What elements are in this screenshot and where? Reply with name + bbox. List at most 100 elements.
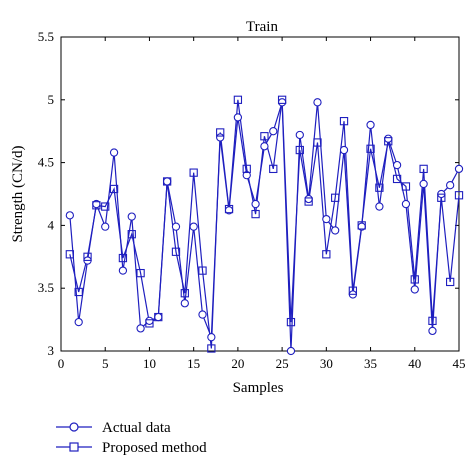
actual-data-point [322,214,331,224]
proposed-method-point [242,164,251,174]
proposed-method-point [101,202,110,211]
legend-label-actual: Actual data [102,420,171,436]
actual-data-point [401,199,411,209]
actual-data-point [189,222,198,231]
proposed-method-point [410,275,419,284]
actual-data-point [180,299,189,308]
legend-marker-circle [69,422,79,432]
proposed-method-point [419,164,428,174]
actual-data-point [269,127,278,136]
actual-data-point [428,326,437,336]
legend-marker-square [69,442,79,452]
actual-data-point [286,346,296,356]
proposed-method-point [437,193,446,202]
x-tick-label: 45 [453,356,466,371]
proposed-method-point [171,247,181,256]
actual-data-point [260,142,269,151]
proposed-method-point [366,144,375,153]
proposed-method-point [322,250,331,259]
actual-data-point [109,148,119,157]
actual-data-point [171,222,181,231]
proposed-method-point [295,145,304,155]
proposed-method-point [277,95,287,104]
actual-data-point [65,211,74,220]
actual-data-point [331,226,340,235]
y-tick-label: 3.5 [38,280,54,295]
proposed-method-point [207,344,216,353]
y-tick-label: 5 [48,92,55,107]
actual-data-point [419,179,428,189]
x-tick-label: 15 [187,356,200,371]
proposed-method-point [145,319,154,328]
proposed-method-point [454,191,464,200]
proposed-method-point [286,317,296,327]
y-tick-label: 5.5 [38,29,54,44]
actual-data-point [410,285,419,294]
actual-data-point [251,199,260,209]
proposed-method-point [401,182,411,191]
proposed-method-point [392,174,402,184]
actual-data-point [392,160,402,170]
axis-ticks: 0 5 10 15 20 25 30 35 40 45 3 3.5 4 4.5 5 5.5 [38,29,466,371]
actual-data-point [233,113,243,122]
chart-title: Train [246,19,278,35]
legend-label-proposed: Proposed method [102,440,207,456]
proposed-method-point [260,132,269,141]
x-tick-label: 5 [102,356,109,371]
y-axis-label: Strength (CN/d) [10,145,26,242]
proposed-method-point [384,137,393,146]
y-tick-label: 4 [48,217,55,232]
actual-data-point [339,145,349,155]
x-tick-label: 40 [408,356,421,371]
proposed-method-point [189,168,198,177]
actual-data-point [118,266,128,275]
x-tick-label: 0 [58,356,65,371]
legend: Actual data Proposed method [56,420,207,456]
actual-data-point [127,212,136,221]
actual-data-point [313,98,322,107]
actual-data-point [207,333,216,342]
proposed-method-point [127,230,136,239]
actual-data-point [242,171,251,180]
x-tick-label: 30 [320,356,333,371]
proposed-method-point [118,253,128,263]
proposed-method-point [375,183,384,192]
proposed-method-point [65,250,74,259]
x-tick-label: 10 [143,356,156,371]
actual-data-point [136,324,145,333]
proposed-method-point [348,286,358,295]
proposed-method-point [83,252,92,261]
proposed-method-point [74,287,83,297]
x-tick-label: 25 [276,356,289,371]
proposed-method-point [198,266,207,275]
actual-data-point [198,310,207,319]
proposed-method-point [251,209,260,219]
proposed-method-point [269,164,278,174]
proposed-method-point [304,197,313,206]
proposed-method-point [357,221,366,230]
proposed-method-point [339,117,349,126]
series-layer [65,95,464,356]
proposed-method-point [154,312,163,322]
actual-data-point [101,222,110,231]
proposed-method-point [224,204,234,214]
proposed-method-point [428,316,437,326]
proposed-method-point [331,193,340,202]
x-axis-label: Samples [233,380,284,396]
proposed-method-point [446,277,455,287]
proposed-method-point [216,128,225,137]
actual-data-point [446,181,455,190]
x-tick-label: 35 [364,356,377,371]
actual-data-point [375,202,384,211]
proposed-method-point [136,268,145,278]
proposed-method-point [313,138,322,147]
x-tick-label: 20 [231,356,244,371]
actual-data-point [454,164,464,174]
y-tick-label: 3 [48,343,55,358]
y-tick-label: 4.5 [38,155,54,170]
plot-frame [60,36,460,352]
actual-data-point [366,120,375,130]
actual-data-point [74,317,83,327]
actual-data-point [295,130,304,140]
